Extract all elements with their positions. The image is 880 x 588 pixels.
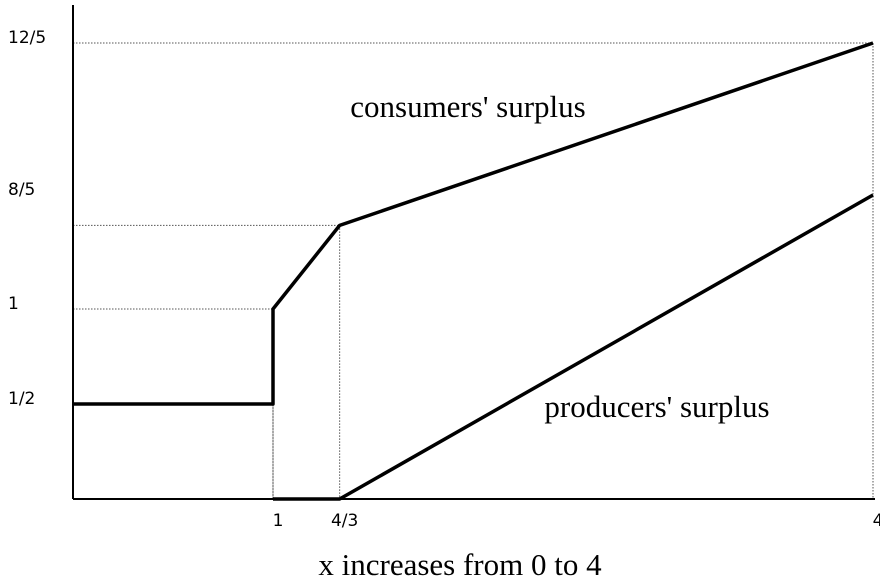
series-line (73, 41, 874, 406)
series-line (273, 193, 874, 501)
y-tick-label: 1/2 (8, 389, 35, 409)
y-tick-label: 1 (8, 294, 19, 314)
x-axis-label: x increases from 0 to 4 (318, 547, 602, 582)
x-tick-label: 4/3 (331, 511, 358, 531)
series-annotation: consumers' surplus (350, 89, 585, 124)
series-annotation: producers' surplus (544, 389, 769, 424)
y-tick-label: 8/5 (8, 180, 35, 200)
x-tick-label: 1 (273, 511, 284, 531)
y-tick-label: 12/5 (8, 28, 46, 48)
x-tick-label: 4 (873, 511, 880, 531)
